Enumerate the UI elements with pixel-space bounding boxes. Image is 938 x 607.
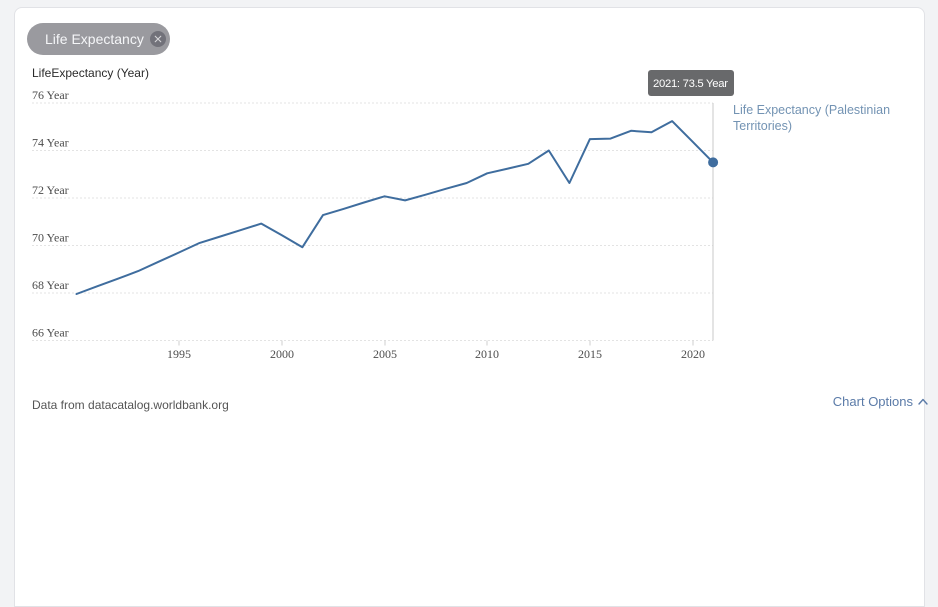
svg-text:2021: 73.5 Year: 2021: 73.5 Year: [653, 78, 728, 90]
svg-text:2010: 2010: [475, 347, 499, 361]
svg-text:2015: 2015: [578, 347, 602, 361]
svg-text:76 Year: 76 Year: [32, 88, 69, 102]
svg-text:68 Year: 68 Year: [32, 278, 69, 292]
svg-text:74 Year: 74 Year: [32, 136, 69, 150]
svg-text:1995: 1995: [167, 347, 191, 361]
svg-text:2005: 2005: [373, 347, 397, 361]
svg-text:70 Year: 70 Year: [32, 231, 69, 245]
svg-text:72 Year: 72 Year: [32, 183, 69, 197]
svg-text:66 Year: 66 Year: [32, 326, 69, 340]
svg-text:2020: 2020: [681, 347, 705, 361]
svg-text:2000: 2000: [270, 347, 294, 361]
